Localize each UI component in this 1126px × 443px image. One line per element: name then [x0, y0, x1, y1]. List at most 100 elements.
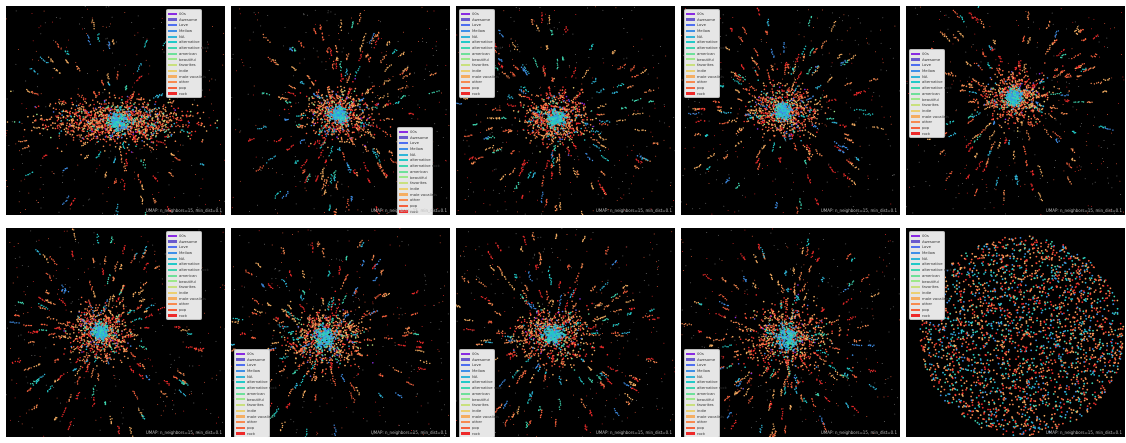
core-point [123, 140, 126, 143]
core-point [346, 109, 349, 111]
streak-point [335, 170, 337, 172]
background-point [232, 53, 234, 55]
core-point [124, 128, 126, 130]
core-point [134, 101, 136, 104]
streak-point [290, 146, 292, 148]
core-center-point [331, 106, 334, 108]
core-point [351, 105, 353, 107]
streak-point [333, 63, 335, 65]
background-point [305, 32, 307, 34]
core-point [103, 99, 106, 102]
streak-point [277, 96, 280, 98]
core-point [150, 136, 152, 138]
core-point [352, 137, 354, 139]
streak-point [339, 63, 341, 65]
core-center-point [337, 112, 339, 115]
streak-point [63, 103, 65, 106]
core-point [315, 91, 318, 93]
core-point [338, 133, 340, 136]
streak-point [91, 21, 93, 23]
streak-point [388, 151, 390, 153]
streak-point [138, 178, 140, 181]
streak-point [335, 64, 337, 66]
core-point [361, 94, 363, 96]
background-point [498, 73, 500, 75]
core-point [351, 114, 353, 116]
core-point [137, 111, 139, 114]
core-point [129, 102, 132, 104]
streak-point [313, 143, 315, 146]
background-point [139, 148, 141, 150]
background-point [505, 209, 507, 211]
core-point [324, 121, 326, 123]
background-point [6, 186, 8, 187]
streak-point [176, 158, 178, 160]
streak-point [116, 78, 118, 80]
background-point [536, 145, 538, 147]
core-point [343, 130, 346, 132]
streak-point [345, 54, 348, 56]
core-point [133, 140, 136, 143]
streak-point [288, 92, 291, 94]
streak-point [299, 126, 301, 128]
background-point [161, 22, 162, 23]
legend-label: male vocalists [179, 74, 206, 80]
background-point [581, 83, 583, 85]
core-point [175, 114, 177, 116]
background-point [321, 194, 323, 196]
streak-point [322, 127, 325, 129]
legend-label: alternative [179, 39, 200, 45]
background-point [44, 22, 46, 24]
core-point [187, 126, 189, 128]
core-point [196, 112, 199, 115]
core-point [176, 118, 178, 121]
core-point [83, 130, 85, 133]
background-point [53, 173, 55, 175]
legend-swatch [399, 210, 408, 213]
core-point [94, 114, 96, 117]
background-point [114, 156, 116, 158]
streak-point [288, 148, 291, 150]
core-point [133, 137, 136, 139]
core-center-point [113, 113, 115, 116]
background-point [204, 96, 206, 98]
streak-point [529, 172, 531, 174]
background-point [483, 202, 485, 204]
core-point [168, 98, 171, 101]
core-point [89, 104, 92, 106]
background-point [381, 52, 383, 54]
streak-point [68, 53, 70, 55]
core-point [170, 120, 173, 122]
core-point [318, 128, 321, 130]
core-point [61, 122, 63, 125]
core-point [60, 120, 62, 122]
streak-point [485, 148, 488, 150]
core-point [59, 126, 62, 129]
core-point [65, 117, 67, 119]
streak-point [347, 79, 350, 81]
streak-point [27, 174, 29, 176]
core-point [335, 125, 338, 128]
streak-point [87, 36, 90, 38]
core-center-point [346, 117, 348, 120]
core-point [173, 107, 175, 110]
streak-point [368, 58, 370, 60]
core-point [110, 129, 113, 132]
streak-point [299, 115, 301, 117]
streak-point [367, 130, 369, 133]
legend-swatch [168, 29, 177, 32]
background-point [436, 130, 438, 132]
background-point [323, 212, 325, 213]
core-point [164, 119, 166, 122]
background-point [632, 144, 634, 146]
background-point [385, 136, 387, 137]
background-point [628, 188, 630, 190]
streak-point [336, 57, 338, 60]
streak-point [380, 166, 383, 169]
core-point [321, 102, 323, 104]
core-point [317, 89, 320, 91]
core-point [130, 110, 133, 112]
streak-point [115, 180, 117, 182]
core-point [307, 105, 310, 108]
background-point [212, 109, 214, 111]
